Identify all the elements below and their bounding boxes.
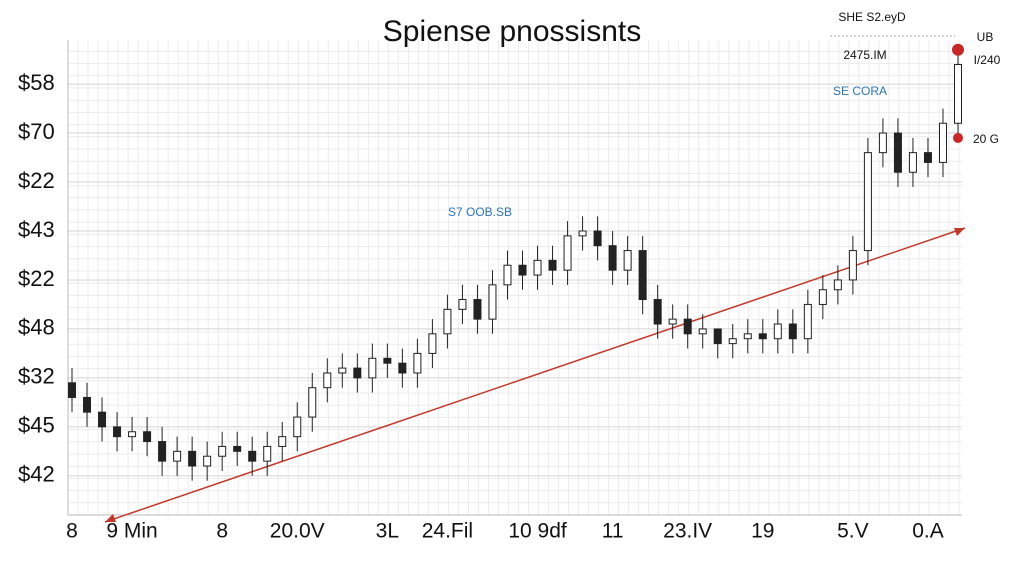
candle-body [488,284,497,320]
candle-body [263,445,272,462]
candle-body [923,152,932,163]
candle-body [938,122,947,163]
candle-body [758,333,767,340]
candle-body [188,450,197,467]
candle-body [443,308,452,335]
x-tick-label: 8 [216,520,228,543]
annotation: 20 G [973,132,999,146]
candle-body [593,230,602,247]
candle-body [713,328,722,345]
candle-body [908,152,917,173]
candle-body [668,318,677,325]
candle-body [518,264,527,276]
x-tick-label: 20.0V [270,520,325,543]
annotation: SHE S2.eyD [838,10,906,24]
annotation: 2475.IM [843,48,886,62]
x-tick-label: 24.Fil [422,520,473,543]
annotation: I/240 [974,53,1001,67]
arrow-head [105,514,116,522]
candle-body [383,357,392,364]
candle-body [653,299,662,325]
x-tick-label: 19 [751,520,774,543]
x-tick-label: 8 [66,520,78,543]
candle-body [533,259,542,276]
candle-body [248,450,257,462]
candle-body [83,396,92,413]
x-tick-label: 5.V [837,520,869,543]
candle-body [848,250,857,281]
candle-body [308,387,317,418]
x-tick-label: 11 [602,520,624,543]
y-tick-label: $22 [18,266,55,291]
chart-title: Spiense pnossisnts [383,15,642,48]
candle-body [338,367,347,374]
trend-line [104,227,966,523]
candle-body [68,382,76,398]
x-tick-label: 10 9df [508,520,567,543]
candle-body [143,431,152,443]
candle-body [128,431,137,438]
candle-body [698,328,707,335]
candle-body [728,338,737,345]
candle-body [353,367,362,379]
grid [67,40,962,516]
candle-body [368,357,377,379]
candle-body [608,245,617,271]
annotation: S7 OOB.SB [448,205,512,219]
candle-body [173,450,182,462]
candle-body [683,318,692,335]
candle-body [954,63,962,124]
candle-body [113,426,122,438]
candle-body [233,445,242,452]
y-tick-label: $32 [18,364,55,389]
arrow-head [954,228,965,236]
candle-body [773,323,782,340]
candle-body [458,299,467,310]
x-tick-label: 3L [376,520,399,543]
candle-body [98,411,107,428]
candle-body [623,250,632,271]
annotation: UB [977,30,994,44]
candle-body [743,333,752,340]
candle-body [293,416,302,438]
candle-body [578,230,587,237]
annotation: SE CORA [833,84,887,98]
y-tick-label: $43 [18,217,55,242]
candle-body [893,132,902,173]
candle-body [788,323,797,340]
y-tick-label: $45 [18,413,55,438]
candle-body [323,372,332,389]
candle-body [398,362,407,374]
candle-body [548,259,557,271]
candle-body [803,303,812,340]
candle-body [218,445,227,457]
end-marker [953,132,963,143]
candle-body [413,352,422,374]
x-tick-label: 23.IV [663,520,712,543]
y-tick-label: $22 [18,168,55,193]
candle-body [158,441,167,462]
y-tick-label: $58 [18,70,55,95]
y-tick-label: $42 [18,462,55,487]
candle-body [833,279,842,291]
candle-body [818,289,827,305]
candle-body [863,152,872,252]
candle-body [503,264,512,286]
x-tick-label: 0.A [912,520,944,543]
candle-body [428,333,437,354]
candle-body [563,235,572,271]
candle-body [473,299,482,320]
x-tick-label: 9 Min [106,520,157,543]
candle-body [203,455,212,467]
candle-body [878,132,887,154]
end-marker [952,43,964,56]
candle-body [638,250,647,301]
y-tick-label: $70 [18,119,55,144]
y-tick-label: $48 [18,315,55,340]
candle-body [278,436,287,447]
